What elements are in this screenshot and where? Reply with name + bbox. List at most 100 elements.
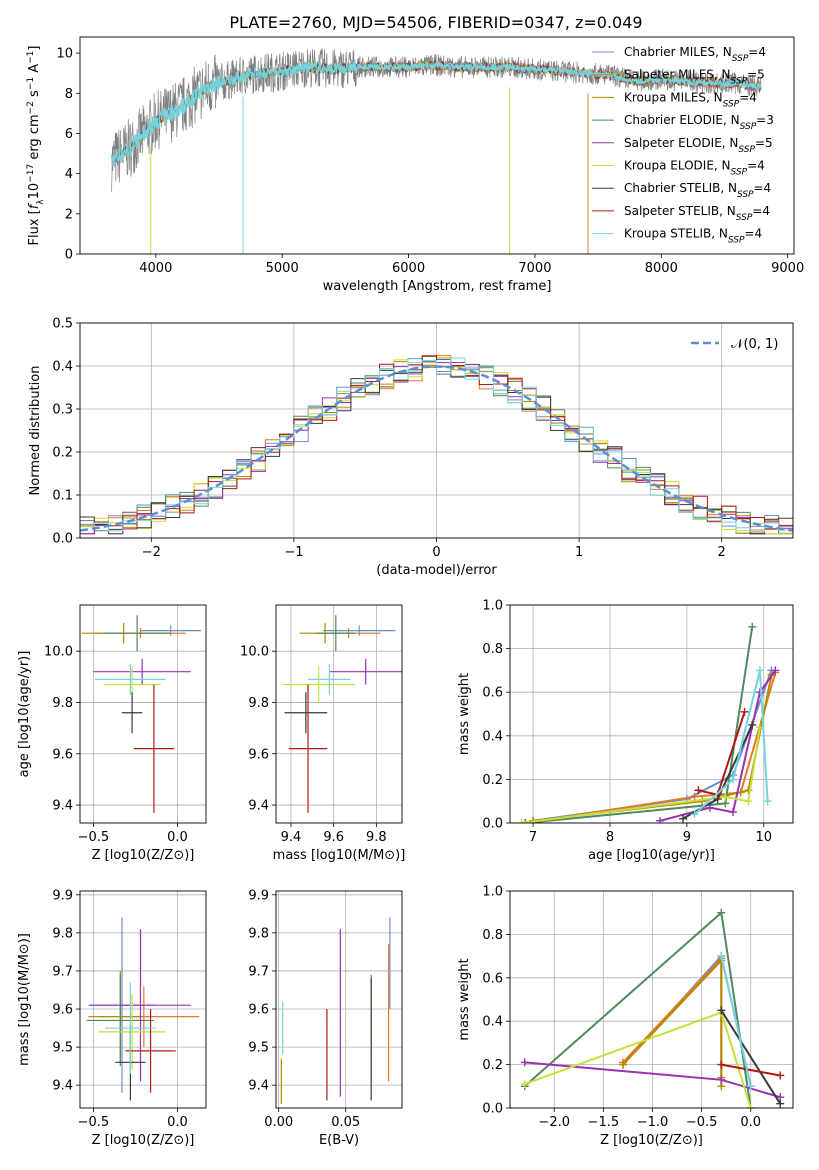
y-tick-label: 9.6 <box>52 747 73 762</box>
age-vs-mass-axes: 9.4 9.6 9.8 9.4 9.6 9.8 10.0 <box>240 605 402 845</box>
weight-marker <box>517 819 526 823</box>
y-tick-label: 10.0 <box>240 645 269 660</box>
label-part: Flux [ <box>27 209 42 245</box>
y-tick-label: 8 <box>65 87 73 102</box>
y-tick-label: 4 <box>65 167 73 182</box>
weight-series-line <box>622 957 723 1087</box>
x-tick-label: 0.0 <box>167 830 188 845</box>
x-tick-label: 1 <box>575 545 583 560</box>
weight-marker <box>746 1104 755 1108</box>
legend-name: Salpeter MILES, N <box>624 68 731 82</box>
x-tick-label: 7 <box>529 830 537 845</box>
mass-vs-ebv-errorbars <box>280 917 391 1105</box>
legend-name: Chabrier ELODIE, N <box>624 113 740 127</box>
y-tick-label: 9.4 <box>248 1079 269 1094</box>
label-part: f <box>27 202 42 209</box>
spectrum-frame <box>79 36 795 255</box>
y-tick-label: 0.2 <box>482 773 503 788</box>
y-tick-label: 9.5 <box>52 1041 73 1056</box>
legend-sub: SSP <box>723 99 740 109</box>
legend-nssp: =4 <box>747 159 765 173</box>
weight-vs-age-x-axis-label: age [log10(age/yr)] <box>588 848 715 863</box>
weight-marker <box>776 1071 785 1080</box>
y-tick-label: 0.5 <box>52 317 73 332</box>
weight-marker <box>698 797 707 806</box>
spectrum-y-axis-label: Flux [fλ10−17 erg cm−2 s−1 A−1] <box>26 46 46 246</box>
legend-sub: SSP <box>740 122 757 132</box>
x-tick-label: −1 <box>284 545 303 560</box>
weight-marker <box>748 622 757 631</box>
x-tick-label: 0 <box>432 545 440 560</box>
weight-marker <box>748 720 757 729</box>
y-tick-label: 0.8 <box>482 642 503 657</box>
weight-marker <box>655 816 664 823</box>
residual-histograms <box>80 355 793 535</box>
x-tick-label: 2 <box>718 545 726 560</box>
age-vs-mass-x-axis-label: mass [log10(M/M⊙)] <box>273 848 406 863</box>
legend-name: Chabrier STELIB, N <box>624 181 737 195</box>
legend-name: Kroupa MILES, N <box>624 90 723 104</box>
y-tick-label: 0.0 <box>482 817 503 832</box>
residuals-frame <box>79 322 794 539</box>
weight-marker <box>721 792 730 801</box>
weight-marker <box>744 797 753 806</box>
mass-vs-Z-errorbars <box>86 917 200 1101</box>
x-tick-label: −1.5 <box>588 1115 620 1130</box>
y-tick-label: 0.0 <box>52 532 73 547</box>
weight-marker <box>521 819 530 823</box>
weight-series-line <box>693 670 769 816</box>
weight-marker <box>755 688 764 697</box>
y-tick-label: 9.8 <box>52 926 73 941</box>
label-part: λ <box>36 199 46 205</box>
age-vs-Z-y-axis-label: age [log10(age/yr)] <box>17 651 32 778</box>
label-part: erg cm <box>27 114 42 163</box>
y-tick-label: 0.4 <box>482 729 503 744</box>
residuals-x-axis-label: (data-model)/error <box>376 563 497 578</box>
weight-marker <box>694 786 703 795</box>
residuals-axes: −2 −1 0 1 2 0.0 0.1 0.2 0.3 0.4 0.5 <box>52 317 793 560</box>
age-vs-Z-axes: −0.5 0.0 9.4 9.6 9.8 10.0 <box>44 605 206 845</box>
x-tick-label: −0.5 <box>686 1115 718 1130</box>
y-tick-label: 9.5 <box>248 1041 269 1056</box>
weight-vs-age-y-axis-label: mass weight <box>457 673 472 755</box>
legend-entry: Chabrier STELIB, NSSP=4 <box>624 181 771 200</box>
weight-marker <box>740 707 749 716</box>
legend-nssp: =4 <box>739 90 757 104</box>
weight-marker <box>520 1058 529 1067</box>
weight-marker <box>729 808 738 817</box>
weight-series-line <box>525 672 777 823</box>
legend-nssp: =4 <box>752 204 770 218</box>
legend-sub: SSP <box>736 213 753 223</box>
y-tick-label: 9.9 <box>248 888 269 903</box>
weight-marker <box>690 792 699 801</box>
weight-marker <box>717 1075 726 1084</box>
legend-nssp: =5 <box>747 68 765 82</box>
legend-entry: Chabrier ELODIE, NSSP=3 <box>624 113 774 132</box>
weight-vs-age-lines <box>517 622 780 823</box>
y-tick-label: 1.0 <box>482 885 503 900</box>
label-part: −2 <box>26 101 36 114</box>
weight-series-line <box>720 1009 782 1105</box>
legend-entry: Salpeter ELODIE, NSSP=5 <box>624 136 773 155</box>
residuals-legend: 𝒩(0, 1) <box>691 337 778 352</box>
weight-marker <box>705 803 714 812</box>
weight-marker <box>717 1006 726 1015</box>
y-tick-label: 6 <box>65 127 73 142</box>
legend-nssp: =4 <box>754 181 772 195</box>
legend-sub: SSP <box>738 145 755 155</box>
legend-name: Kroupa ELODIE, N <box>624 159 731 173</box>
x-tick-label: 8 <box>606 830 614 845</box>
mass-vs-ebv-x-axis-label: E(B-V) <box>319 1133 359 1148</box>
legend-nssp: =4 <box>748 45 766 59</box>
label-part: 10 <box>27 183 42 200</box>
y-tick-label: 9.6 <box>248 1003 269 1018</box>
x-tick-label: 7000 <box>518 261 551 276</box>
y-tick-label: 9.6 <box>52 1003 73 1018</box>
y-tick-label: 10.0 <box>44 645 73 660</box>
legend-name: Salpeter ELODIE, N <box>624 136 738 150</box>
x-tick-label: 10 <box>756 830 773 845</box>
label-part: A <box>27 64 42 77</box>
legend-entry: Salpeter STELIB, NSSP=4 <box>624 204 770 223</box>
weight-vs-age-frame <box>509 604 794 824</box>
y-tick-label: 9.6 <box>248 747 269 762</box>
